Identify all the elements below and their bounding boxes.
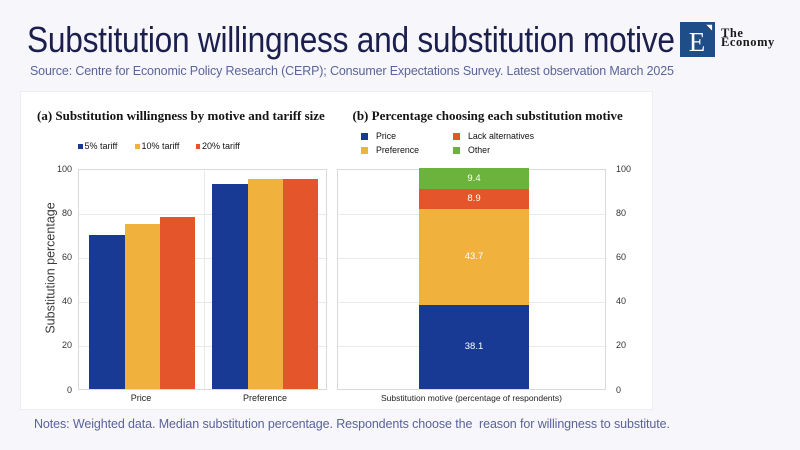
svg-text:E: E [689,27,706,57]
